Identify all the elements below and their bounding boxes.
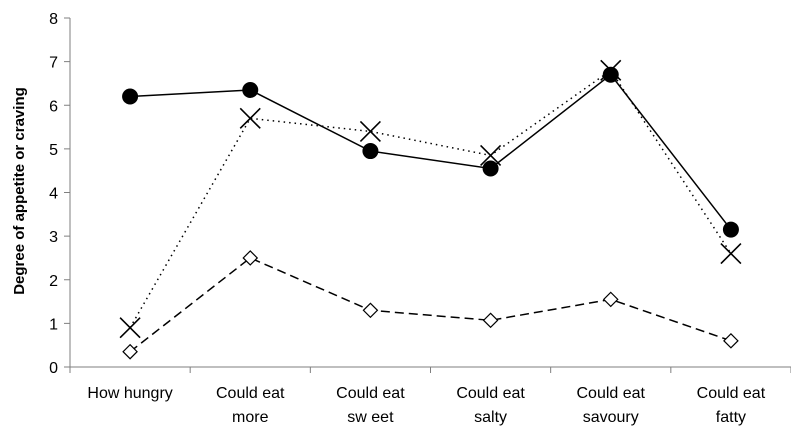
data-point (362, 302, 379, 319)
y-tick-label: 6 (49, 98, 58, 115)
data-point (242, 81, 259, 98)
data-point (122, 88, 139, 105)
data-point (239, 107, 261, 129)
data-point (722, 221, 739, 238)
series-3 (122, 250, 739, 360)
y-tick-label: 5 (49, 142, 58, 159)
y-tick-label: 7 (49, 55, 58, 72)
data-point (600, 59, 622, 81)
x-tick-label: Could eat fatty (697, 385, 766, 426)
y-tick-label: 4 (49, 186, 58, 203)
series-2 (119, 59, 742, 339)
y-tick-label: 0 (49, 360, 58, 377)
y-axis-title: Degree of appetite or craving (11, 87, 28, 295)
series-line (130, 73, 732, 231)
series-layer (119, 59, 742, 360)
series-line (129, 69, 732, 329)
data-point (242, 250, 259, 266)
data-point (602, 66, 619, 83)
y-tick-label: 2 (49, 273, 58, 290)
data-point (482, 160, 499, 177)
data-point (362, 143, 379, 160)
y-tick-label: 1 (49, 316, 58, 333)
data-point (602, 291, 619, 308)
series-line (129, 257, 732, 353)
y-tick-label: 3 (49, 229, 58, 246)
data-point (482, 312, 499, 329)
data-point (720, 243, 742, 265)
data-point (723, 332, 739, 349)
x-tick-label: Could eat savoury (577, 385, 646, 426)
x-tick-label: Could eat salty (456, 385, 525, 426)
data-point (122, 343, 138, 360)
data-point (359, 120, 381, 142)
data-point (119, 317, 141, 339)
data-point (480, 144, 502, 166)
x-tick-label: How hungry (87, 385, 172, 402)
x-tick-label: Could eat sw eet (336, 385, 405, 426)
x-tick-label: Could eat more (216, 385, 285, 426)
axes: 0 1 2 3 4 5 6 7 8 How hungry Could eat more Could ea… (49, 11, 791, 426)
y-tick-label: 8 (49, 11, 58, 28)
series-1 (122, 66, 739, 238)
